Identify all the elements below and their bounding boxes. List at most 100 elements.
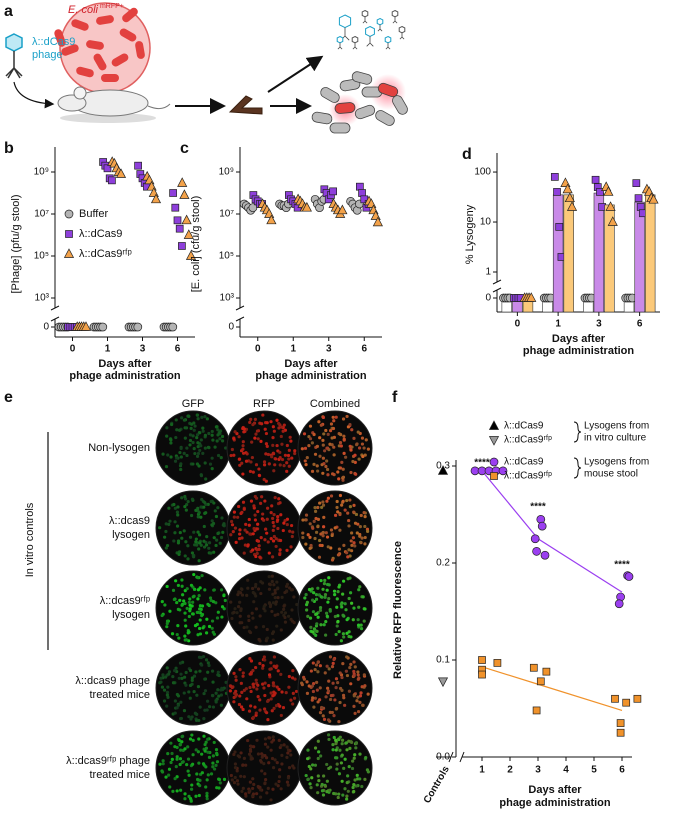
colony xyxy=(201,429,205,433)
colony xyxy=(326,600,330,604)
colony xyxy=(239,774,243,778)
colony xyxy=(306,533,310,537)
colony xyxy=(200,573,204,578)
colony xyxy=(352,694,356,698)
point xyxy=(98,322,108,332)
point xyxy=(489,457,499,467)
colony xyxy=(161,452,165,456)
colony xyxy=(352,783,356,787)
colony xyxy=(312,705,316,709)
colony xyxy=(204,785,208,789)
colony xyxy=(261,413,265,417)
colony xyxy=(335,605,339,609)
trend-line xyxy=(481,470,623,593)
mouse xyxy=(57,86,171,123)
y-tick-label: 10⁵ xyxy=(219,251,234,262)
colony xyxy=(189,787,194,791)
colony xyxy=(253,494,257,499)
colony xyxy=(216,506,220,510)
colony xyxy=(301,531,305,535)
colony xyxy=(352,704,356,709)
colony xyxy=(276,526,280,531)
colony xyxy=(319,705,324,710)
colony xyxy=(170,422,174,427)
colony xyxy=(321,443,325,447)
colony xyxy=(318,608,323,612)
colony xyxy=(188,535,193,539)
colony xyxy=(192,428,196,432)
colony xyxy=(316,700,320,704)
colony xyxy=(254,607,259,611)
colony xyxy=(195,543,199,547)
colony xyxy=(260,422,264,426)
x-tick-label: 0 xyxy=(515,319,521,330)
colony xyxy=(353,753,357,757)
colony xyxy=(321,438,325,442)
colony xyxy=(165,434,169,438)
colony xyxy=(304,462,308,467)
colony xyxy=(320,789,325,793)
colony xyxy=(180,496,184,500)
colony xyxy=(255,687,259,691)
colony xyxy=(217,673,221,678)
colony xyxy=(204,631,209,635)
colony xyxy=(188,737,193,741)
colony xyxy=(163,535,167,539)
ecoli-rod xyxy=(76,66,94,78)
colony xyxy=(350,601,354,605)
colony xyxy=(337,792,341,796)
colony xyxy=(309,625,313,629)
colony xyxy=(324,611,329,615)
colony xyxy=(290,456,294,460)
colony xyxy=(176,624,180,628)
colony xyxy=(248,780,253,784)
colony xyxy=(272,534,276,539)
colony xyxy=(258,698,262,702)
colony xyxy=(246,578,250,582)
legend-group-label: mouse stool xyxy=(584,469,638,480)
colony xyxy=(314,663,319,667)
colony xyxy=(353,453,357,457)
colony xyxy=(328,655,333,659)
colony xyxy=(304,593,308,597)
colony xyxy=(361,595,365,599)
colony xyxy=(230,523,235,527)
colony xyxy=(323,449,327,453)
colony xyxy=(192,690,196,694)
colony xyxy=(270,709,274,713)
colony xyxy=(164,522,168,526)
colony xyxy=(247,752,252,756)
colony xyxy=(288,749,292,753)
colony xyxy=(303,459,307,463)
colony xyxy=(332,445,336,449)
colony xyxy=(253,513,257,517)
colony xyxy=(345,618,349,622)
colony xyxy=(205,534,209,539)
colony xyxy=(262,477,266,482)
colony xyxy=(167,672,171,676)
colony xyxy=(294,689,299,694)
colony xyxy=(160,613,164,618)
colony xyxy=(282,743,286,747)
phage-head xyxy=(391,9,399,18)
colony xyxy=(276,518,280,522)
colony xyxy=(286,751,290,755)
colony xyxy=(248,789,252,793)
colony xyxy=(244,792,248,796)
colony xyxy=(352,789,356,794)
colony xyxy=(164,546,168,550)
colony xyxy=(280,595,284,599)
colony xyxy=(327,597,331,601)
colony xyxy=(234,678,238,682)
colony xyxy=(335,597,339,601)
colony xyxy=(271,766,276,770)
colony xyxy=(333,698,337,702)
colony xyxy=(233,762,238,766)
colony xyxy=(242,427,246,431)
colony xyxy=(323,784,328,788)
colony xyxy=(158,681,162,685)
panel-label: e xyxy=(4,389,13,406)
colony xyxy=(173,745,177,749)
colony xyxy=(311,610,316,614)
colony xyxy=(192,447,196,451)
